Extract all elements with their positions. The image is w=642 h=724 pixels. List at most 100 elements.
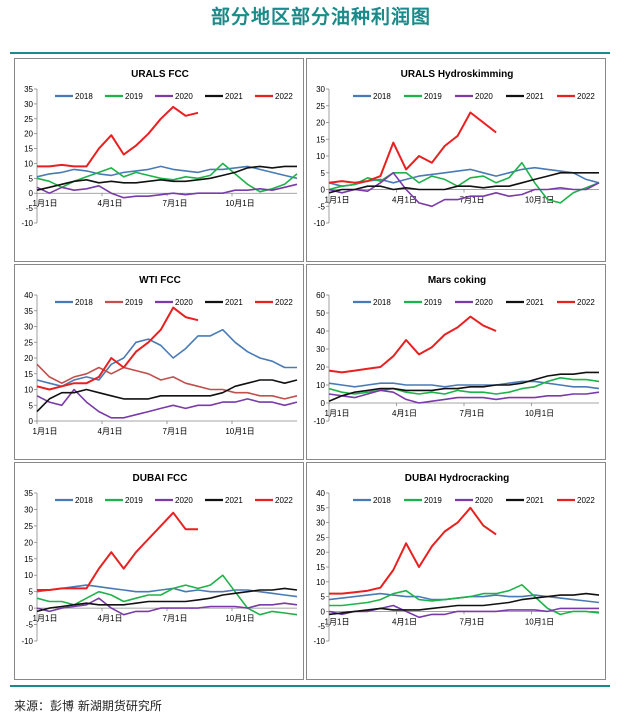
legend-label-2022: 2022	[275, 496, 293, 505]
y-tick-label: -10	[21, 219, 33, 228]
series-line-2019	[36, 162, 298, 193]
y-tick-label: 25	[316, 102, 325, 111]
y-tick-label: -10	[21, 637, 33, 646]
chart-wti-fcc: WTI FCC 0 5 10 15 20 25 30 35 40 1月1日 4月1日 7月1日 10月1日…	[24, 275, 298, 436]
chart-dubai-fcc: DUBAI FCC -10 -5 0 5 10 15 20 25 30 35 1月1日 4月1日 7月1日…	[21, 473, 298, 646]
y-tick-label: 20	[24, 354, 33, 363]
y-tick-label: 30	[316, 345, 325, 354]
y-tick-label: 25	[316, 533, 325, 542]
chart-urals-hydroskimming: URALS Hydroskimming -10 -5 0 5 10 15 20 25 30 1月1日…	[313, 69, 600, 228]
x-tick-label: 10月1日	[225, 199, 254, 208]
legend-label-2020: 2020	[475, 496, 493, 505]
chart-urals-fcc: URALS FCC -10 -5 0 5 10 15 20 25 30 35 1月1日 4月1日 7月1日…	[21, 69, 298, 228]
legend-label-2021: 2021	[526, 92, 544, 101]
series-line-2019	[328, 377, 600, 395]
legend-label-2019: 2019	[125, 92, 143, 101]
chart-title: Mars coking	[428, 275, 486, 286]
chart-mars-coking: Mars coking -10 0 10 20 30 40 50 60 1月1日 4月1日 7月1日 1…	[313, 275, 600, 426]
x-tick-label: 10月1日	[525, 617, 554, 626]
legend-label-2019: 2019	[125, 496, 143, 505]
y-tick-label: 20	[316, 119, 325, 128]
legend-label-2019: 2019	[424, 298, 442, 307]
chart-title: URALS FCC	[131, 69, 189, 80]
legend-label-2018: 2018	[75, 298, 93, 307]
x-tick-label: 7月1日	[460, 196, 485, 205]
x-tick-label: 4月1日	[392, 409, 417, 418]
y-tick-label: 10	[316, 152, 325, 161]
chart-panel-wti-fcc: WTI FCC 0 5 10 15 20 25 30 35 40 1月1日 4月1日 7月1日 10月1日…	[14, 264, 304, 460]
y-tick-label: 15	[24, 555, 33, 564]
series-line-2020	[36, 388, 298, 419]
y-tick-label: -10	[313, 637, 325, 646]
y-tick-label: -5	[318, 202, 326, 211]
x-tick-label: 7月1日	[460, 617, 485, 626]
y-tick-label: 5	[321, 169, 326, 178]
y-tick-label: 25	[24, 522, 33, 531]
series-line-2022	[328, 111, 497, 184]
y-tick-label: 0	[29, 417, 34, 426]
y-tick-label: 5	[29, 401, 34, 410]
y-tick-label: 0	[29, 189, 34, 198]
y-tick-label: 50	[316, 309, 325, 318]
x-tick-label: 1月1日	[325, 409, 350, 418]
legend-label-2019: 2019	[125, 298, 143, 307]
legend-label-2020: 2020	[175, 496, 193, 505]
legend-label-2018: 2018	[75, 92, 93, 101]
legend-label-2018: 2018	[373, 92, 391, 101]
page-title: 部分地区部分油种利润图	[210, 6, 431, 28]
legend-label-2018: 2018	[373, 496, 391, 505]
legend-label-2021: 2021	[225, 92, 243, 101]
source-note: 来源：彭博 新湖期货研究所	[14, 699, 162, 713]
legend-label-2022: 2022	[275, 92, 293, 101]
y-tick-label: 30	[24, 505, 33, 514]
y-tick-label: 35	[24, 307, 33, 316]
legend-label-2021: 2021	[526, 496, 544, 505]
y-tick-label: 35	[24, 489, 33, 498]
y-tick-label: 0	[321, 399, 326, 408]
y-tick-label: 40	[316, 489, 325, 498]
y-tick-label: 20	[316, 363, 325, 372]
y-tick-label: 10	[24, 386, 33, 395]
series-line-2020	[36, 183, 298, 199]
legend-label-2018: 2018	[75, 496, 93, 505]
legend-label-2021: 2021	[225, 496, 243, 505]
x-tick-label: 4月1日	[392, 617, 417, 626]
series-line-2018	[328, 380, 600, 390]
y-tick-label: 20	[316, 548, 325, 557]
series-line-2019	[329, 584, 600, 616]
series-line-2020	[36, 597, 298, 616]
y-tick-label: -5	[26, 204, 34, 213]
bottom-rule	[10, 685, 610, 687]
legend-label-2021: 2021	[526, 298, 544, 307]
chart-panel-urals-fcc: URALS FCC -10 -5 0 5 10 15 20 25 30 35 1月1日 4月1日 7月1日…	[14, 58, 304, 262]
x-tick-label: 10月1日	[525, 409, 554, 418]
y-tick-label: 5	[29, 588, 34, 597]
legend-label-2022: 2022	[275, 298, 293, 307]
x-tick-label: 4月1日	[392, 196, 417, 205]
series-line-2019	[36, 363, 298, 400]
y-tick-label: 35	[24, 85, 33, 94]
chart-panel-urals-hydroskimming: URALS Hydroskimming -10 -5 0 5 10 15 20 25 30 1月1日…	[306, 58, 606, 262]
legend-label-2022: 2022	[577, 298, 595, 307]
y-tick-label: 15	[24, 145, 33, 154]
x-tick-label: 10月1日	[225, 614, 254, 623]
y-tick-label: 25	[24, 115, 33, 124]
legend-label-2019: 2019	[424, 92, 442, 101]
series-line-2022	[37, 105, 199, 168]
y-tick-label: -5	[318, 622, 326, 631]
x-tick-label: 1月1日	[33, 614, 58, 623]
y-tick-label: 35	[316, 504, 325, 513]
y-tick-label: 10	[316, 578, 325, 587]
chart-title: WTI FCC	[139, 275, 181, 286]
x-tick-label: 1月1日	[325, 196, 350, 205]
y-tick-label: 20	[24, 130, 33, 139]
series-line-2019	[36, 574, 298, 616]
y-tick-label: -10	[313, 219, 325, 228]
y-tick-label: 5	[321, 593, 326, 602]
series-line-2021	[328, 592, 600, 616]
y-tick-label: 15	[24, 370, 33, 379]
x-tick-label: 7月1日	[163, 199, 188, 208]
chart-panel-mars-coking: Mars coking -10 0 10 20 30 40 50 60 1月1日 4月1日 7月1日 1…	[306, 264, 606, 460]
series-line-2018	[36, 165, 298, 180]
series-line-2022	[328, 315, 497, 374]
